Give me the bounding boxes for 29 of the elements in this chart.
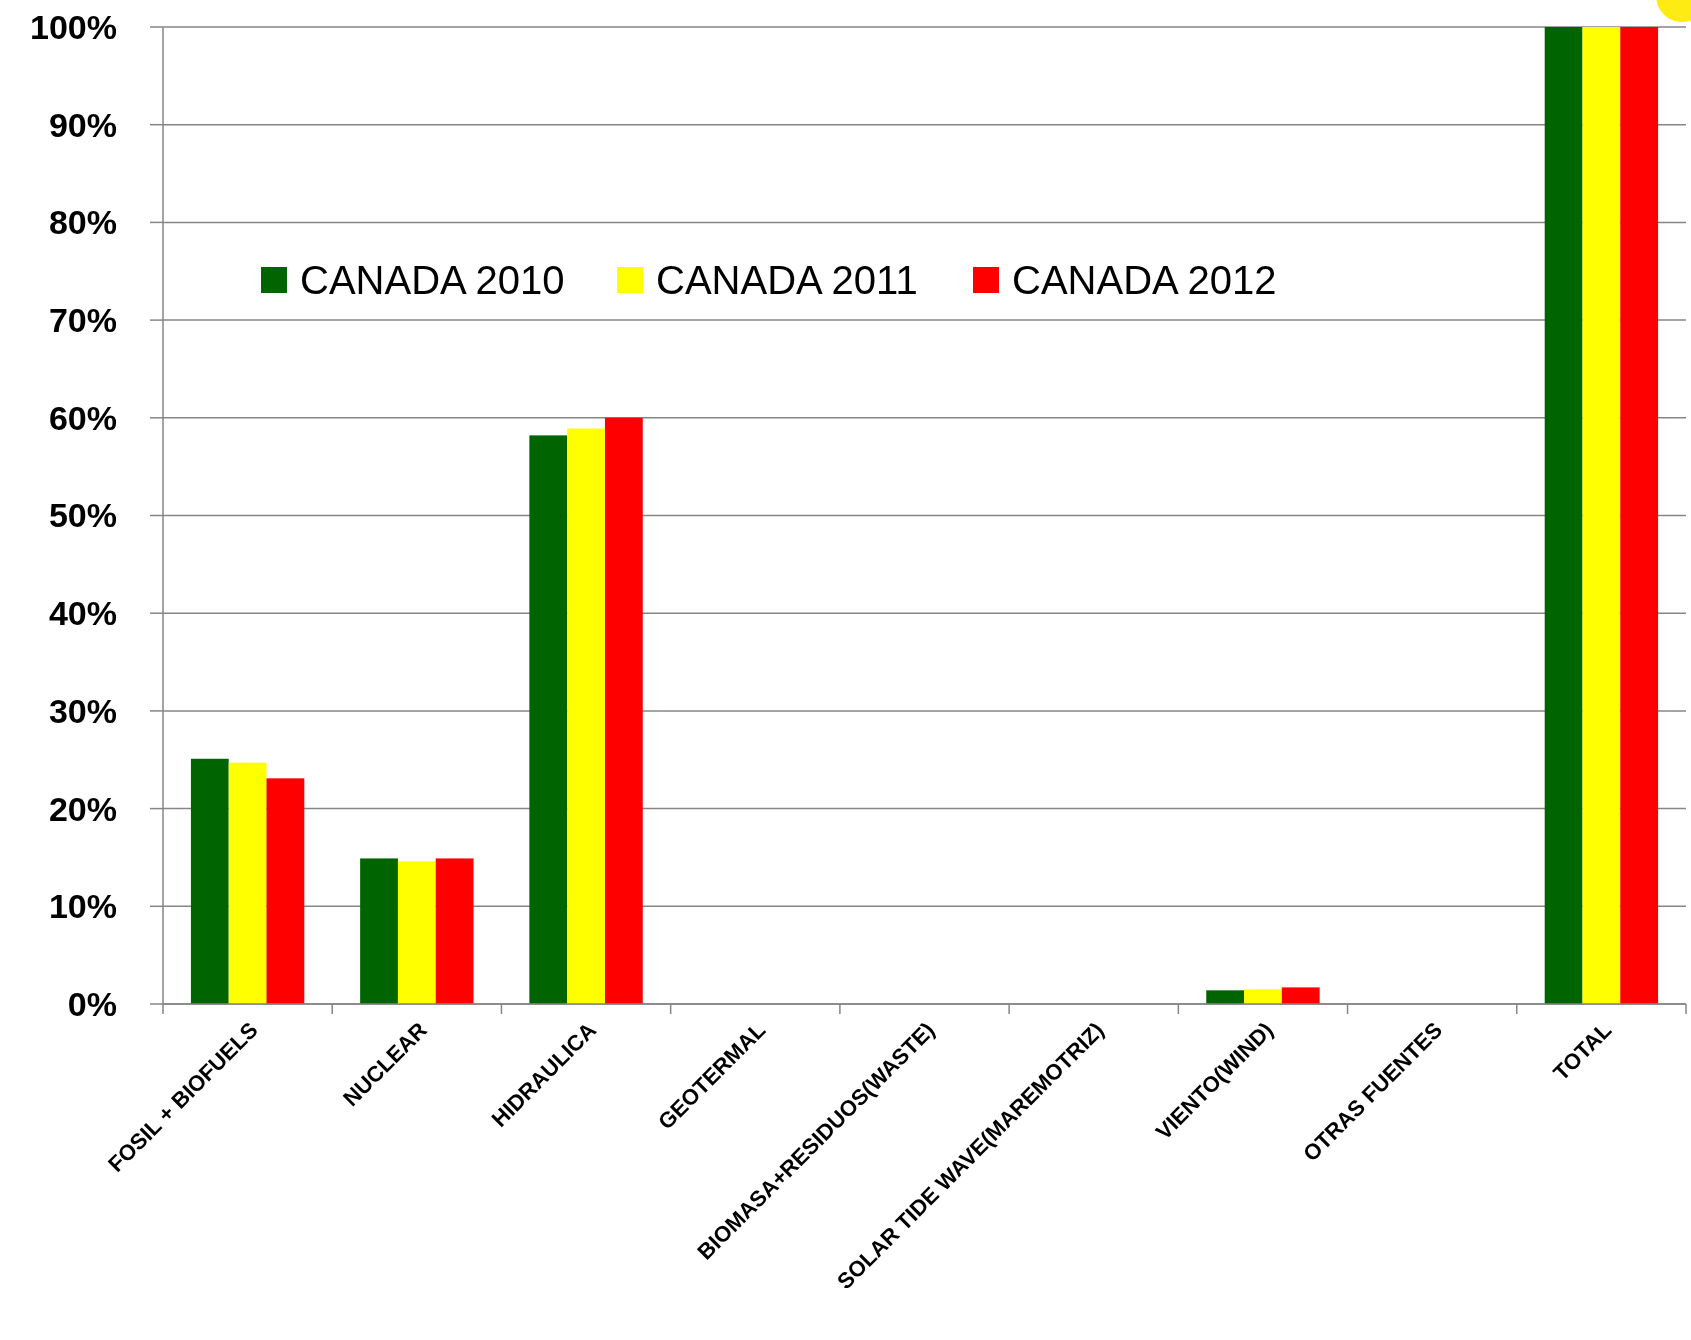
bar bbox=[228, 762, 267, 1004]
legend-label: CANADA 2011 bbox=[656, 258, 918, 302]
y-tick-label: 20% bbox=[48, 789, 117, 828]
bar bbox=[1244, 989, 1282, 1004]
bar bbox=[1582, 27, 1621, 1004]
y-tick-label: 30% bbox=[48, 691, 117, 730]
y-tick-label: 80% bbox=[48, 203, 117, 242]
y-tick-label: 70% bbox=[48, 301, 117, 339]
legend-label: CANADA 2010 bbox=[300, 258, 565, 302]
bar bbox=[1544, 27, 1583, 1004]
bar bbox=[1206, 990, 1245, 1004]
y-tick-label: 60% bbox=[48, 398, 117, 437]
y-tick-label: 10% bbox=[48, 887, 117, 926]
y-tick-label: 90% bbox=[48, 105, 117, 144]
legend-label: CANADA 2012 bbox=[1012, 258, 1277, 302]
bar bbox=[604, 417, 643, 1004]
bar bbox=[1281, 987, 1320, 1004]
bar bbox=[190, 758, 229, 1004]
y-tick-label: 40% bbox=[48, 594, 117, 633]
bar bbox=[529, 435, 568, 1004]
y-tick-label: 100% bbox=[30, 7, 117, 46]
bar bbox=[266, 778, 305, 1004]
bar bbox=[1620, 27, 1659, 1004]
y-tick-label: 50% bbox=[48, 496, 117, 535]
bar bbox=[397, 861, 436, 1004]
y-tick-label: 0% bbox=[67, 984, 117, 1023]
bar bbox=[360, 858, 398, 1004]
bar bbox=[567, 428, 605, 1004]
bar bbox=[435, 858, 474, 1004]
